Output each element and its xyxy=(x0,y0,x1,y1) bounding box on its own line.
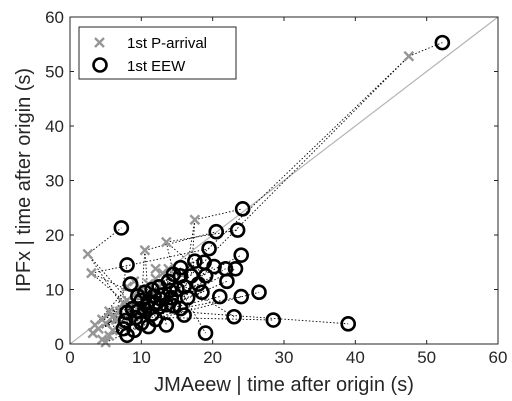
connector-line xyxy=(91,272,156,304)
p-arrival-point xyxy=(189,214,201,226)
x-tick-label: 20 xyxy=(203,348,222,367)
x-axis-label: JMAeew | time after origin (s) xyxy=(154,374,414,396)
connector-line xyxy=(165,241,178,290)
eew-point xyxy=(265,312,282,328)
p-arrival-point xyxy=(103,305,115,317)
eew-point xyxy=(146,288,162,304)
y-axis-label: IPFx | time after origin (s) xyxy=(13,68,35,292)
eew-point xyxy=(251,284,267,301)
y-tick-label: 30 xyxy=(45,172,64,191)
eew-point xyxy=(197,268,214,284)
connector-line xyxy=(408,42,443,57)
eew-point xyxy=(122,276,139,292)
x-tick-label: 10 xyxy=(132,348,151,367)
connector-line xyxy=(166,241,206,277)
p-arrival-point xyxy=(103,330,115,342)
x-tick-label: 50 xyxy=(417,348,436,367)
eew-point xyxy=(158,317,175,333)
eew-point xyxy=(434,34,451,51)
eew-point xyxy=(187,253,203,269)
p-arrival-point xyxy=(87,327,99,339)
eew-point xyxy=(117,312,134,329)
y-tick-label: 0 xyxy=(55,335,64,354)
eew-point xyxy=(113,220,130,236)
p-arrival-point xyxy=(86,267,97,279)
eew-point xyxy=(340,316,357,332)
eew-point xyxy=(234,201,251,217)
eew-markers xyxy=(113,34,451,344)
eew-point xyxy=(165,298,182,314)
x-tick-label: 60 xyxy=(489,348,508,367)
y-tick-label: 20 xyxy=(45,226,64,245)
eew-point xyxy=(197,325,214,341)
y-tick-label: 60 xyxy=(45,8,64,27)
eew-point xyxy=(226,308,242,325)
eew-point xyxy=(229,222,246,238)
y-tick-label: 50 xyxy=(45,63,64,82)
p-arrival-point xyxy=(160,236,172,248)
connector-line xyxy=(91,248,210,274)
legend-marker-p-arrival xyxy=(94,37,105,48)
eew-point xyxy=(169,281,185,298)
p-arrival-point xyxy=(150,263,161,275)
connector-line xyxy=(140,250,146,301)
eew-point xyxy=(233,247,249,263)
connector-line xyxy=(151,55,410,315)
eew-point xyxy=(176,278,192,295)
eew-point xyxy=(172,300,189,317)
p-arrival-point xyxy=(403,50,415,62)
eew-point xyxy=(208,223,225,240)
eew-point xyxy=(212,288,228,305)
eew-point xyxy=(119,257,135,273)
connector-line xyxy=(144,55,410,310)
connector-line xyxy=(123,294,135,329)
x-tick-label: 30 xyxy=(275,348,294,367)
connector-line xyxy=(130,316,274,321)
connector-line xyxy=(194,208,243,221)
eew-point xyxy=(127,310,144,326)
p-arrival-point xyxy=(82,248,94,260)
y-tick-label: 40 xyxy=(45,117,64,136)
legend: 1st P-arrival 1st EEW xyxy=(78,26,237,80)
connector-line xyxy=(87,253,128,313)
p-arrival-point xyxy=(139,244,151,256)
eew-point xyxy=(201,240,217,257)
connector-line xyxy=(166,229,238,243)
eew-point xyxy=(219,273,235,290)
x-tick-label: 40 xyxy=(346,348,365,367)
eew-point xyxy=(233,288,249,305)
p-arrival-point xyxy=(107,311,119,323)
y-axis-ticks: 0 10 20 30 40 50 60 xyxy=(45,8,498,354)
legend-marker-eew xyxy=(92,57,108,73)
eew-point xyxy=(139,298,155,314)
eew-point xyxy=(227,260,244,277)
connector-line xyxy=(94,289,153,326)
y-tick-label: 10 xyxy=(45,281,64,300)
p-arrival-point xyxy=(100,337,112,348)
eew-point xyxy=(153,291,170,308)
eew-point xyxy=(194,284,210,301)
x-axis-ticks: 0 10 20 30 40 50 60 xyxy=(65,17,507,367)
x-tick-label: 0 xyxy=(65,348,74,367)
eew-point xyxy=(162,282,178,299)
legend-label-p-arrival: 1st P-arrival xyxy=(127,35,207,52)
legend-label-eew: 1st EEW xyxy=(127,58,186,75)
